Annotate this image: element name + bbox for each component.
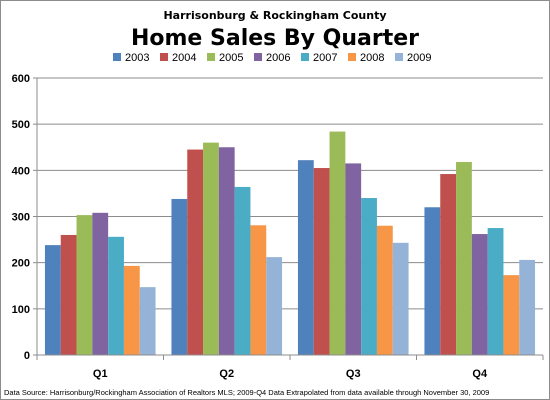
legend-label: 2005 [219, 52, 243, 64]
bar-2005-q3 [329, 131, 346, 355]
bar-2004-q2 [187, 149, 204, 355]
legend: 2003 2004 2005 2006 2007 2008 2009 [113, 52, 431, 64]
bar-2003-q1 [44, 245, 61, 355]
bar-2008-q3 [376, 225, 393, 355]
y-tick-label: 0 [24, 350, 30, 362]
bars [44, 131, 536, 355]
bar-2006-q2 [218, 147, 235, 355]
legend-label: 2003 [125, 52, 149, 64]
chart-subtitle: Harrisonburg & Rockingham County [163, 9, 386, 22]
legend-swatch [348, 53, 356, 61]
bar-2004-q1 [60, 234, 77, 355]
y-tick-label: 100 [12, 304, 30, 316]
bar-2007-q1 [108, 236, 124, 355]
x-category-label: Q2 [219, 368, 234, 380]
bar-2009-q2 [266, 257, 283, 355]
legend-label: 2007 [313, 52, 337, 64]
bar-2007-q4 [487, 228, 504, 355]
bar-2007-q3 [361, 198, 377, 355]
bar-2008-q4 [503, 275, 520, 355]
bar-2007-q2 [234, 186, 251, 355]
bar-2003-q4 [424, 207, 441, 355]
legend-label: 2004 [172, 52, 196, 64]
bar-2004-q3 [313, 168, 330, 355]
bar-2004-q4 [440, 174, 457, 355]
legend-label: 2009 [407, 52, 431, 64]
bar-2005-q4 [456, 162, 472, 355]
legend-swatch [301, 53, 309, 61]
legend-swatch [160, 53, 168, 61]
legend-swatch [254, 53, 262, 61]
y-tick-label: 600 [12, 73, 30, 85]
chart-title: Home Sales By Quarter [131, 26, 419, 51]
y-tick-label: 400 [12, 165, 30, 177]
legend-swatch [395, 53, 403, 61]
bar-2006-q1 [92, 212, 109, 355]
legend-label: 2006 [266, 52, 290, 64]
bar-2009-q3 [392, 242, 409, 355]
y-tick-label: 200 [12, 258, 30, 270]
x-category-label: Q4 [472, 368, 488, 380]
bar-2005-q1 [76, 215, 93, 355]
legend-label: 2008 [360, 52, 384, 64]
bar-2009-q4 [519, 259, 536, 355]
bar-2008-q2 [250, 225, 267, 355]
x-axis-category-labels: Q1 Q2 Q3 Q4 [93, 368, 488, 380]
bar-2005-q2 [203, 142, 219, 355]
footnote: Data Source: Harrisonburg/Rockingham Ass… [4, 388, 489, 397]
bar-2006-q3 [345, 163, 362, 355]
bar-2006-q4 [471, 234, 488, 355]
axes [36, 78, 544, 360]
x-category-label: Q1 [93, 368, 108, 380]
legend-swatch [113, 53, 121, 61]
y-axis-tick-labels: 0 100 200 300 400 500 600 [12, 73, 30, 362]
bar-2009-q1 [139, 287, 156, 355]
x-category-label: Q3 [346, 368, 361, 380]
y-tick-label: 500 [12, 119, 30, 131]
y-tick-label: 300 [12, 212, 30, 224]
legend-swatch [207, 53, 215, 61]
bar-2003-q2 [171, 198, 188, 355]
bar-2008-q1 [123, 265, 140, 355]
bar-2003-q3 [297, 160, 314, 355]
